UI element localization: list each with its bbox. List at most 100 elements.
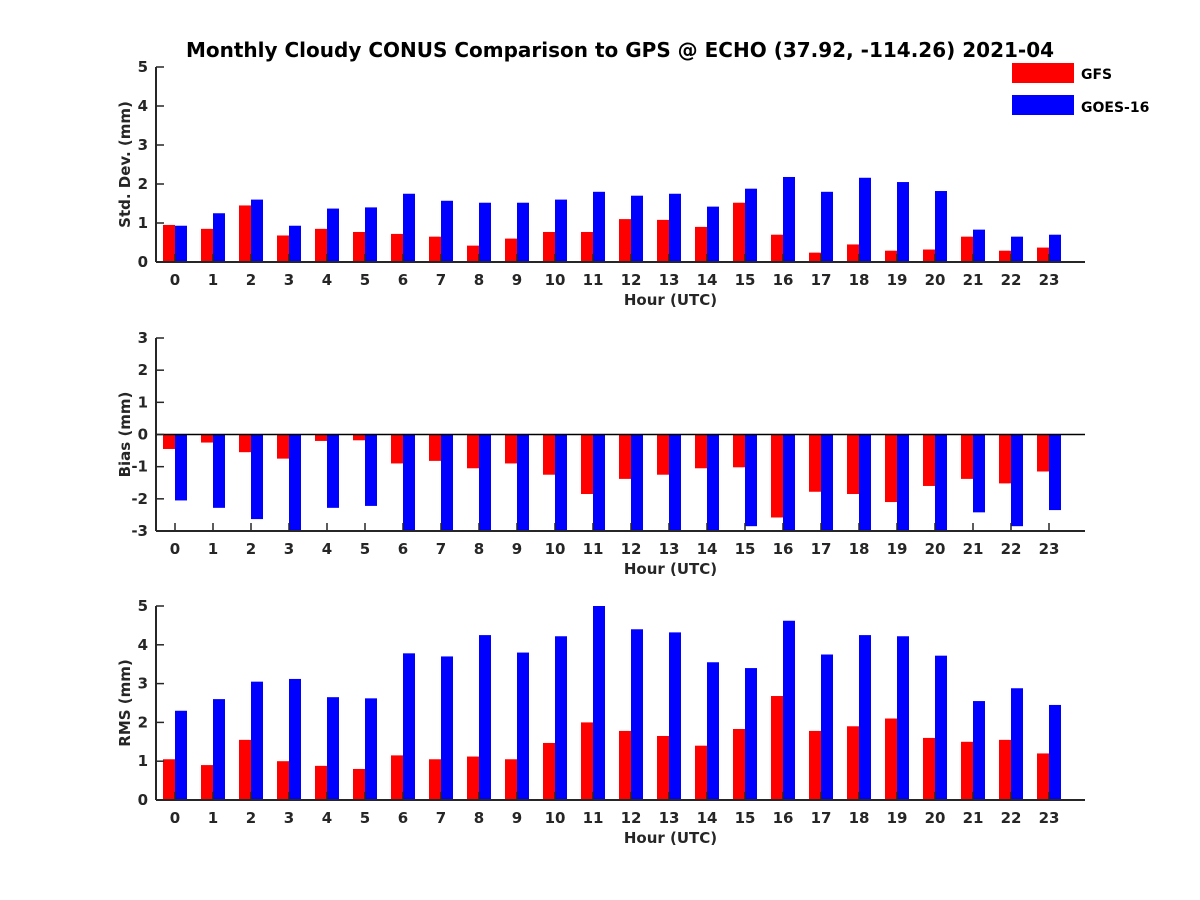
y-tick-label: 4 — [138, 97, 148, 115]
y-tick-label: 3 — [138, 329, 148, 347]
bar-goes16-hour-17 — [821, 434, 833, 531]
y-tick-label: 4 — [138, 636, 148, 654]
x-tick-label: 22 — [1001, 540, 1022, 558]
x-tick-label: 11 — [583, 809, 604, 827]
x-tick-label: 13 — [659, 809, 680, 827]
bar-goes16-hour-4 — [327, 434, 339, 508]
bar-goes16-hour-11 — [593, 191, 605, 262]
y-tick-label: 0 — [138, 791, 148, 809]
bar-goes16-hour-19 — [897, 636, 909, 800]
x-tick-label: 0 — [170, 271, 180, 289]
bar-goes16-hour-8 — [479, 434, 491, 531]
bar-gfs-hour-4 — [315, 765, 327, 800]
x-tick-label: 13 — [659, 540, 680, 558]
x-tick-label: 5 — [360, 809, 370, 827]
bar-gfs-hour-12 — [619, 434, 631, 479]
x-tick-label: 11 — [583, 540, 604, 558]
bar-goes16-hour-0 — [175, 225, 187, 262]
x-tick-label: 3 — [284, 540, 294, 558]
x-tick-label: 16 — [773, 809, 794, 827]
bar-goes16-hour-9 — [517, 652, 529, 800]
x-tick-label: 4 — [322, 271, 332, 289]
legend-swatch-goes16 — [1012, 95, 1074, 115]
bar-goes16-hour-7 — [441, 656, 453, 800]
bar-goes16-hour-16 — [783, 434, 795, 531]
bar-goes16-hour-12 — [631, 195, 643, 262]
bar-goes16-hour-5 — [365, 207, 377, 262]
y-tick-label: 2 — [138, 175, 148, 193]
bar-gfs-hour-18 — [847, 434, 859, 495]
x-tick-label: 4 — [322, 809, 332, 827]
y-tick-label: 5 — [138, 58, 148, 76]
bar-goes16-hour-14 — [707, 206, 719, 262]
bar-goes16-hour-22 — [1011, 688, 1023, 800]
x-tick-label: 16 — [773, 271, 794, 289]
x-tick-label: 17 — [811, 271, 832, 289]
bar-gfs-hour-1 — [201, 765, 213, 800]
x-tick-label: 12 — [621, 809, 642, 827]
bar-goes16-hour-18 — [859, 177, 871, 262]
x-tick-label: 1 — [208, 809, 218, 827]
bar-gfs-hour-20 — [923, 434, 935, 486]
x-tick-label: 9 — [512, 540, 522, 558]
bar-gfs-hour-10 — [543, 434, 555, 475]
bar-gfs-hour-4 — [315, 434, 327, 441]
x-tick-label: 1 — [208, 540, 218, 558]
bar-goes16-hour-16 — [783, 620, 795, 800]
bar-goes16-hour-18 — [859, 635, 871, 800]
bar-gfs-hour-16 — [771, 234, 783, 262]
x-tick-label: 6 — [398, 271, 408, 289]
x-axis-label: Hour (UTC) — [624, 829, 717, 847]
x-tick-label: 7 — [436, 540, 446, 558]
x-tick-label: 12 — [621, 271, 642, 289]
bar-gfs-hour-23 — [1037, 434, 1049, 472]
y-tick-label: 0 — [138, 426, 148, 444]
bar-goes16-hour-14 — [707, 662, 719, 800]
bar-gfs-hour-8 — [467, 756, 479, 800]
bar-gfs-hour-12 — [619, 219, 631, 262]
x-tick-label: 19 — [887, 809, 908, 827]
bar-gfs-hour-19 — [885, 434, 897, 503]
bar-gfs-hour-1 — [201, 228, 213, 262]
bar-gfs-hour-14 — [695, 226, 707, 262]
bar-goes16-hour-23 — [1049, 704, 1061, 800]
bar-goes16-hour-23 — [1049, 434, 1061, 511]
bar-goes16-hour-10 — [555, 199, 567, 262]
bar-goes16-hour-19 — [897, 434, 909, 531]
bar-gfs-hour-6 — [391, 755, 403, 800]
bar-goes16-hour-15 — [745, 434, 757, 527]
bar-goes16-hour-13 — [669, 193, 681, 262]
bar-goes16-hour-20 — [935, 434, 947, 531]
bar-gfs-hour-17 — [809, 730, 821, 800]
y-tick-label: -1 — [131, 458, 148, 476]
legend-swatch-gfs — [1012, 63, 1074, 83]
bar-goes16-hour-17 — [821, 191, 833, 262]
x-axis-label: Hour (UTC) — [624, 560, 717, 578]
x-tick-label: 22 — [1001, 809, 1022, 827]
y-tick-label: 1 — [138, 393, 148, 411]
y-tick-label: 5 — [138, 597, 148, 615]
x-tick-label: 8 — [474, 540, 484, 558]
y-tick-label: 2 — [138, 361, 148, 379]
bar-gfs-hour-3 — [277, 235, 289, 262]
x-tick-label: 4 — [322, 540, 332, 558]
x-tick-label: 15 — [735, 271, 756, 289]
bar-goes16-hour-20 — [935, 191, 947, 262]
bar-gfs-hour-22 — [999, 434, 1011, 484]
bar-goes16-hour-20 — [935, 655, 947, 800]
bar-gfs-hour-7 — [429, 434, 441, 461]
x-tick-label: 1 — [208, 271, 218, 289]
x-tick-label: 17 — [811, 809, 832, 827]
bar-gfs-hour-21 — [961, 741, 973, 800]
bar-gfs-hour-13 — [657, 219, 669, 262]
x-tick-label: 13 — [659, 271, 680, 289]
x-tick-label: 8 — [474, 809, 484, 827]
bar-goes16-hour-7 — [441, 434, 453, 531]
bar-gfs-hour-7 — [429, 759, 441, 800]
bar-goes16-hour-3 — [289, 434, 301, 531]
bar-gfs-hour-10 — [543, 231, 555, 262]
bar-goes16-hour-3 — [289, 225, 301, 262]
bar-gfs-hour-5 — [353, 231, 365, 262]
bar-goes16-hour-8 — [479, 202, 491, 262]
